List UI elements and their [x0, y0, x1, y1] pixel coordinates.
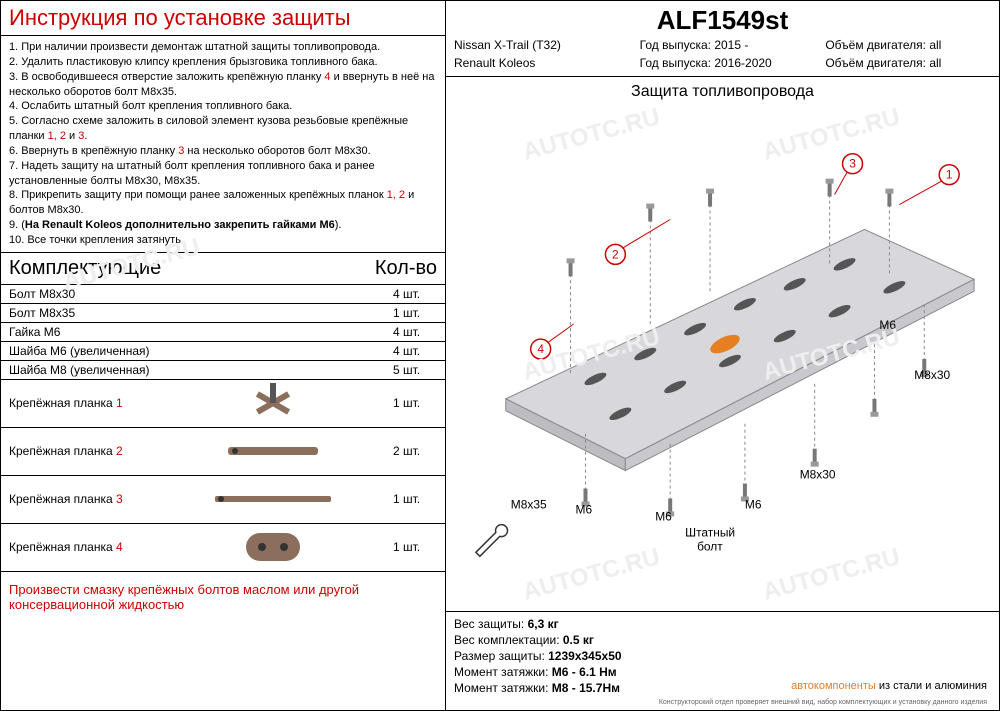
- vehicle-year: Год выпуска: 2015 -: [640, 38, 806, 52]
- bracket-row: Крепёжная планка 3 1 шт.: [1, 476, 445, 524]
- brand-highlight: автокомпоненты: [791, 680, 876, 692]
- diagram-area: 1 2 3 4 М6 М8х30 М8х30 М6 М6 М6 М8х35 Штатныйболт: [446, 107, 999, 611]
- vehicle-model: Renault Koleos: [454, 56, 620, 70]
- bracket-qty: 2 шт.: [385, 442, 445, 460]
- parts-row: Шайба М6 (увеличенная)4 шт.: [1, 342, 445, 361]
- simple-parts-list: Болт М8х304 шт.Болт М8х351 шт.Гайка М64 …: [1, 285, 445, 380]
- instruction-line: 10. Все точки крепления затянуть.: [9, 233, 437, 248]
- instruction-line: 3. В освободившееся отверстие заложить к…: [9, 70, 437, 100]
- instructions-block: 1. При наличии произвести демонтаж штатн…: [1, 36, 445, 253]
- bracket-icon: [161, 491, 385, 507]
- part-name: Шайба М6 (увеличенная): [1, 342, 385, 360]
- svg-text:М6: М6: [879, 318, 896, 332]
- footer-note: Произвести смазку крепёжных болтов масло…: [1, 572, 445, 622]
- instruction-line: 9. (На Renault Koleos дополнительно закр…: [9, 218, 437, 233]
- bracket-qty: 1 шт.: [385, 394, 445, 412]
- bracket-name: Крепёжная планка 1: [1, 394, 161, 412]
- bracket-row: Крепёжная планка 4 1 шт.: [1, 524, 445, 572]
- svg-text:М8х30: М8х30: [800, 468, 836, 482]
- instruction-line: 6. Ввернуть в крепёжную планку 3 на неск…: [9, 144, 437, 159]
- parts-row: Шайба М8 (увеличенная)5 шт.: [1, 361, 445, 380]
- brand-label: автокомпоненты из стали и алюминия: [791, 680, 987, 692]
- part-name: Болт М8х35: [1, 304, 385, 322]
- instruction-line: 8. Прикрепить защиту при помощи ранее за…: [9, 188, 437, 218]
- right-panel: ALF1549st Nissan X-Trail (T32) Год выпуск…: [446, 1, 999, 710]
- bracket-parts-list: Крепёжная планка 11 шт.Крепёжная планка …: [1, 380, 445, 572]
- instruction-line: 1. При наличии произвести демонтаж штатн…: [9, 40, 437, 55]
- bracket-row: Крепёжная планка 1 1 шт.: [1, 380, 445, 428]
- parts-header-right: Кол-во: [375, 257, 437, 280]
- parts-row: Болт М8х304 шт.: [1, 285, 445, 304]
- part-qty: 1 шт.: [385, 304, 445, 322]
- spec-row: Вес комплектации: 0.5 кг: [454, 632, 991, 648]
- parts-header-left: Комплектующие: [9, 257, 161, 280]
- parts-row: Болт М8х351 шт.: [1, 304, 445, 323]
- bracket-qty: 1 шт.: [385, 490, 445, 508]
- part-name: Шайба М8 (увеличенная): [1, 361, 385, 379]
- bracket-icon: [161, 383, 385, 423]
- svg-text:М6: М6: [655, 509, 672, 523]
- svg-text:М8х35: М8х35: [511, 497, 547, 511]
- part-qty: 4 шт.: [385, 285, 445, 303]
- bracket-name: Крепёжная планка 4: [1, 538, 161, 556]
- part-qty: 4 шт.: [385, 323, 445, 341]
- right-header: ALF1549st Nissan X-Trail (T32) Год выпуск…: [446, 1, 999, 77]
- bracket-icon: [161, 529, 385, 565]
- tiny-footer: Конструкторский отдел проверяет внешний …: [659, 699, 987, 706]
- svg-text:М6: М6: [576, 502, 593, 516]
- bracket-name: Крепёжная планка 2: [1, 442, 161, 460]
- page: Инструкция по установке защиты 1. При на…: [0, 0, 1000, 711]
- svg-text:Штатный: Штатный: [685, 525, 735, 539]
- left-panel: Инструкция по установке защиты 1. При на…: [1, 1, 446, 710]
- instruction-line: 4. Ослабить штатный болт крепления топли…: [9, 99, 437, 114]
- instruction-line: 7. Надеть защиту на штатный болт креплен…: [9, 159, 437, 189]
- spec-row: Размер защиты: 1239х345х50: [454, 648, 991, 664]
- spec-row: Вес защиты: 6,3 кг: [454, 616, 991, 632]
- svg-text:1: 1: [946, 168, 953, 182]
- brand-rest: из стали и алюминия: [876, 680, 987, 692]
- part-qty: 4 шт.: [385, 342, 445, 360]
- vehicle-model: Nissan X-Trail (T32): [454, 38, 620, 52]
- svg-text:2: 2: [612, 247, 619, 261]
- bracket-row: Крепёжная планка 2 2 шт.: [1, 428, 445, 476]
- svg-text:М8х30: М8х30: [914, 368, 950, 382]
- specs-block: Вес защиты: 6,3 кгВес комплектации: 0.5 …: [446, 611, 999, 710]
- vehicle-row: Nissan X-Trail (T32) Год выпуска: 2015 - О…: [454, 36, 991, 54]
- spec-row: Момент затяжки: М6 - 6.1 Нм: [454, 664, 991, 680]
- part-qty: 5 шт.: [385, 361, 445, 379]
- svg-text:болт: болт: [697, 539, 723, 553]
- bracket-qty: 1 шт.: [385, 538, 445, 556]
- vehicle-engine: Объём двигателя: all: [825, 38, 991, 52]
- instruction-line: 5. Согласно схеме заложить в силовой эле…: [9, 114, 437, 144]
- diagram-title: Защита топливопровода: [446, 77, 999, 107]
- install-title: Инструкция по установке защиты: [1, 1, 445, 36]
- vehicles-block: Nissan X-Trail (T32) Год выпуска: 2015 - О…: [454, 36, 991, 72]
- svg-text:4: 4: [537, 342, 544, 356]
- part-name: Гайка М6: [1, 323, 385, 341]
- bracket-name: Крепёжная планка 3: [1, 490, 161, 508]
- diagram-svg: 1 2 3 4 М6 М8х30 М8х30 М6 М6 М6 М8х35 Штатныйболт: [446, 107, 999, 611]
- vehicle-engine: Объём двигателя: all: [825, 56, 991, 70]
- svg-text:М6: М6: [745, 497, 762, 511]
- part-number: ALF1549st: [454, 5, 991, 36]
- svg-text:3: 3: [849, 157, 856, 171]
- parts-header: Комплектующие Кол-во: [1, 253, 445, 285]
- vehicle-row: Renault Koleos Год выпуска: 2016-2020 Объё…: [454, 54, 991, 72]
- instruction-line: 2. Удалить пластиковую клипсу крепления …: [9, 55, 437, 70]
- parts-row: Гайка М64 шт.: [1, 323, 445, 342]
- part-name: Болт М8х30: [1, 285, 385, 303]
- vehicle-year: Год выпуска: 2016-2020: [640, 56, 806, 70]
- bracket-icon: [161, 441, 385, 461]
